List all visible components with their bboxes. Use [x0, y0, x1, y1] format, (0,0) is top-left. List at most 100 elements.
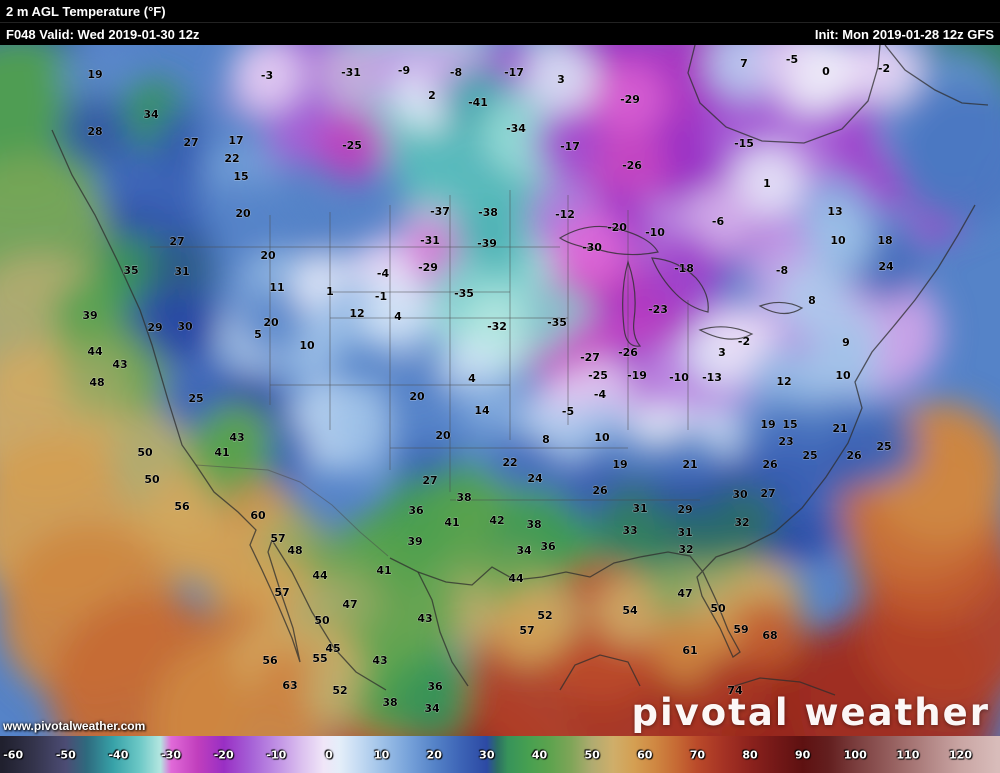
temp-label: 45 — [325, 642, 340, 655]
temp-label: 1 — [763, 177, 771, 190]
temp-label: 63 — [282, 679, 297, 692]
station-field-blob — [802, 204, 874, 276]
temp-label: -4 — [594, 388, 607, 401]
temp-label: 31 — [677, 526, 692, 539]
station-field-blob — [491, 594, 563, 666]
temp-label: 56 — [262, 654, 278, 667]
temp-label: 20 — [409, 390, 425, 403]
station-field-blob — [186, 416, 258, 488]
temp-label: 9 — [842, 336, 850, 349]
map-title: 2 m AGL Temperature (°F) — [6, 3, 166, 19]
station-field-blob — [362, 280, 434, 352]
temp-label: 35 — [123, 264, 138, 277]
temp-label: 68 — [762, 629, 777, 642]
temp-label: 1 — [326, 285, 334, 298]
temp-label: 24 — [878, 260, 894, 273]
temp-label: 19 — [760, 418, 775, 431]
temp-label: -2 — [878, 62, 890, 75]
temp-label: 41 — [444, 516, 459, 529]
temp-label: -35 — [454, 287, 474, 300]
colorbar-tick: -20 — [213, 748, 234, 761]
temp-label: -23 — [648, 303, 668, 316]
temp-label: 48 — [287, 544, 302, 557]
temp-label: 10 — [594, 431, 610, 444]
temp-label: 39 — [82, 309, 97, 322]
temp-label: -31 — [341, 66, 361, 79]
station-field-blob — [59, 45, 131, 110]
temp-label: 20 — [435, 429, 451, 442]
station-field-blob — [525, 45, 597, 115]
temp-label: 10 — [299, 339, 315, 352]
temp-label: -18 — [674, 262, 694, 275]
temp-label: 55 — [312, 652, 327, 665]
temp-label: -41 — [468, 96, 488, 109]
temp-label: -29 — [620, 93, 640, 106]
temp-label: 59 — [733, 623, 748, 636]
temp-label: 8 — [542, 433, 550, 446]
temp-label: 50 — [144, 473, 160, 486]
colorbar-tick: 50 — [584, 748, 600, 761]
temp-label: -37 — [430, 205, 450, 218]
coastline — [559, 654, 641, 691]
station-field-blob — [534, 110, 606, 182]
map-area: 19 -3 -31 -9 2 -8 -17 3 -41 -29 7 -5 0 -2 34 28 27 17 22 -2… — [0, 45, 1000, 736]
colorbar-tick: -30 — [161, 748, 181, 761]
temp-label: -5 — [786, 53, 798, 66]
temp-label: -8 — [450, 66, 462, 79]
temp-label: 61 — [682, 644, 697, 657]
temp-label: 50 — [710, 602, 726, 615]
temp-label: 47 — [342, 598, 357, 611]
station-field-blob — [731, 147, 803, 219]
colorbar-tick: 90 — [794, 748, 811, 761]
temp-label: -31 — [420, 234, 440, 247]
station-field-blob — [231, 45, 303, 111]
temp-label: 22 — [502, 456, 517, 469]
coastline — [687, 45, 881, 144]
colorbar-tick: 40 — [531, 748, 548, 761]
temp-label: 18 — [877, 234, 892, 247]
temp-label: 20 — [235, 207, 251, 220]
temp-label: 4 — [468, 372, 476, 385]
temp-label: 0 — [822, 65, 830, 78]
temp-label: 3 — [557, 73, 565, 86]
temp-label: 29 — [147, 321, 162, 334]
station-field-blob — [734, 599, 806, 671]
temp-label: 25 — [188, 392, 203, 405]
temp-label: 4 — [394, 310, 402, 323]
temp-label: 41 — [214, 446, 229, 459]
temp-label: 38 — [456, 491, 471, 504]
coastline — [271, 539, 387, 691]
temp-label: 31 — [632, 502, 647, 515]
temp-label: 15 — [782, 418, 797, 431]
temp-label: 34 — [516, 544, 532, 557]
station-field-blob — [146, 470, 218, 542]
temp-label: 29 — [677, 503, 692, 516]
great-lake-outline — [558, 225, 659, 256]
temp-label: -15 — [734, 137, 754, 150]
colorbar-tick: -40 — [108, 748, 129, 761]
temp-label: 30 — [177, 320, 193, 333]
init-time: Init: Mon 2019-01-28 12z GFS — [814, 26, 994, 42]
temp-label: 19 — [87, 68, 102, 81]
temp-label: -32 — [487, 320, 507, 333]
temp-label: 54 — [622, 604, 638, 617]
temp-label: -5 — [562, 405, 574, 418]
temp-label: 42 — [489, 514, 504, 527]
temp-label: -4 — [377, 267, 390, 280]
colorbar-tick: 110 — [896, 748, 920, 761]
temp-label: -1 — [375, 290, 387, 303]
temp-label: 60 — [250, 509, 266, 522]
forecast-info-bar: F048 Valid: Wed 2019-01-30 12z Init: Mon… — [0, 22, 1000, 45]
temp-label: 11 — [269, 281, 284, 294]
temp-label: -27 — [580, 351, 600, 364]
colorbar-tick: 120 — [949, 748, 972, 761]
temp-label: 44 — [312, 569, 328, 582]
station-field-blob — [146, 235, 218, 307]
temp-label: 15 — [233, 170, 248, 183]
station-field-blob — [389, 582, 461, 654]
temp-label: -30 — [582, 241, 602, 254]
temp-label: -19 — [627, 369, 647, 382]
temp-label: 43 — [417, 612, 432, 625]
station-field-blob — [594, 63, 666, 135]
